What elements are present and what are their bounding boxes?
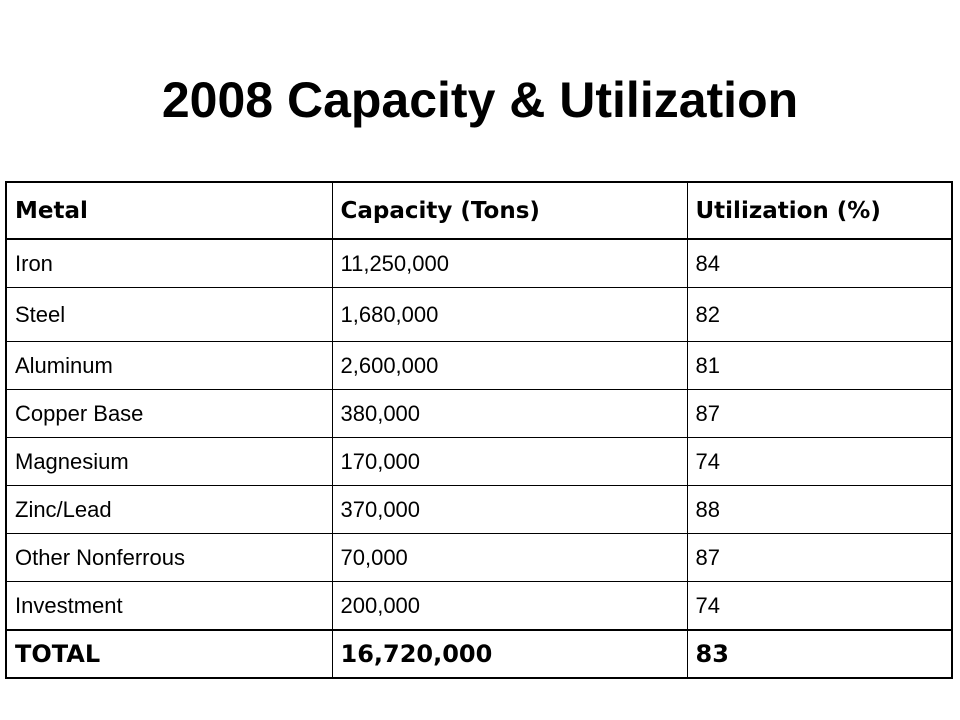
cell-metal: Investment: [5, 581, 333, 631]
header-capacity: Capacity (Tons): [331, 181, 688, 240]
cell-utilization: 84: [686, 238, 953, 288]
table-row: Magnesium 170,000 74: [5, 437, 953, 486]
table-row: Iron 11,250,000 84: [5, 238, 953, 288]
cell-metal: Magnesium: [5, 437, 333, 486]
cell-metal: Copper Base: [5, 389, 333, 438]
cell-capacity: 11,250,000: [331, 238, 688, 288]
header-utilization: Utilization (%): [686, 181, 953, 240]
cell-capacity: 170,000: [331, 437, 688, 486]
cell-capacity: 380,000: [331, 389, 688, 438]
cell-utilization: 81: [686, 341, 953, 390]
header-metal: Metal: [5, 181, 333, 240]
table-row: Zinc/Lead 370,000 88: [5, 485, 953, 534]
cell-utilization: 87: [686, 533, 953, 582]
cell-metal: Other Nonferrous: [5, 533, 333, 582]
total-label: TOTAL: [5, 629, 333, 679]
total-capacity: 16,720,000: [331, 629, 688, 679]
cell-metal: Aluminum: [5, 341, 333, 390]
cell-metal: Zinc/Lead: [5, 485, 333, 534]
cell-utilization: 87: [686, 389, 953, 438]
table-row: Aluminum 2,600,000 81: [5, 341, 953, 390]
table-row: Steel 1,680,000 82: [5, 287, 953, 342]
cell-capacity: 200,000: [331, 581, 688, 631]
cell-utilization: 88: [686, 485, 953, 534]
cell-utilization: 82: [686, 287, 953, 342]
slide-title: 2008 Capacity & Utilization: [161, 72, 799, 128]
cell-capacity: 1,680,000: [331, 287, 688, 342]
total-utilization: 83: [686, 629, 953, 679]
cell-utilization: 74: [686, 437, 953, 486]
table-row: Copper Base 380,000 87: [5, 389, 953, 438]
cell-capacity: 2,600,000: [331, 341, 688, 390]
capacity-utilization-table: Metal Capacity (Tons) Utilization (%) Ir…: [5, 181, 953, 679]
table-total-row: TOTAL 16,720,000 83: [5, 629, 953, 679]
table-row: Investment 200,000 74: [5, 581, 953, 631]
cell-metal: Iron: [5, 238, 333, 288]
cell-metal: Steel: [5, 287, 333, 342]
table-header-row: Metal Capacity (Tons) Utilization (%): [5, 181, 953, 240]
cell-capacity: 370,000: [331, 485, 688, 534]
table-row: Other Nonferrous 70,000 87: [5, 533, 953, 582]
cell-capacity: 70,000: [331, 533, 688, 582]
cell-utilization: 74: [686, 581, 953, 631]
